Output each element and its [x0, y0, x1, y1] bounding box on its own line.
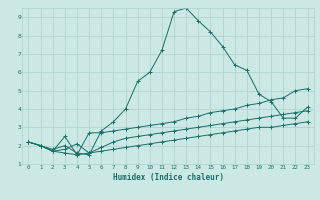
X-axis label: Humidex (Indice chaleur): Humidex (Indice chaleur): [113, 173, 223, 182]
